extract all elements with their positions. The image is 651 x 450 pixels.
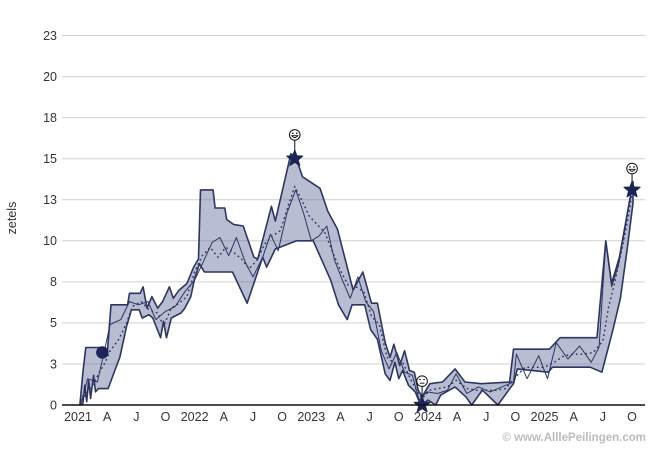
x-tick-label: 2022 (181, 410, 209, 424)
neutral-face-icon (416, 375, 428, 387)
x-tick-label: 2021 (64, 410, 92, 424)
y-tick-label: 15 (43, 152, 57, 166)
low-nov-2023-star (413, 396, 431, 413)
peak-nov-2022-star (286, 149, 304, 167)
face-outline (626, 162, 638, 175)
face-outline (288, 129, 301, 141)
y-tick-label: 13 (43, 193, 57, 207)
x-tick-label: 2023 (297, 410, 325, 424)
x-tick-label: A (570, 410, 579, 424)
face-eye (629, 166, 631, 168)
election-2021-result-dot (96, 346, 109, 359)
grin-face-icon (626, 162, 638, 175)
y-axis-title: zetels (5, 202, 19, 235)
x-tick-label: A (103, 410, 112, 424)
face-eye (633, 166, 635, 168)
data-series (79, 153, 634, 406)
x-tick-label: J (133, 410, 139, 424)
confidence-band (79, 153, 634, 406)
face-grin-mouth (628, 168, 636, 172)
average-dotted-line (81, 184, 633, 401)
x-tick-label: A (220, 410, 229, 424)
x-tick-label: J (483, 410, 489, 424)
face-grin-mouth (290, 135, 299, 139)
x-tick-label: O (277, 410, 287, 424)
x-tick-label: J (600, 410, 606, 424)
y-tick-label: 5 (50, 316, 57, 330)
y-tick-label: 0 (50, 398, 57, 412)
y-tick-label: 20 (43, 70, 57, 84)
pollster-line (80, 184, 633, 404)
x-tick-label: O (627, 410, 637, 424)
x-tick-label: J (250, 410, 256, 424)
x-tick-label: 2025 (531, 410, 559, 424)
x-tick-label: O (394, 410, 404, 424)
y-tick-label: 3 (50, 357, 57, 371)
face-eye (295, 132, 298, 135)
end-oct-2025-star (623, 180, 641, 198)
x-tick-label: O (161, 410, 171, 424)
x-tick-label: A (453, 410, 462, 424)
watermark: © www.AlllePeilingen.com (502, 432, 646, 444)
x-tick-label: J (366, 410, 372, 424)
x-tick-label: A (336, 410, 345, 424)
gridlines (62, 35, 645, 365)
face-outline (416, 375, 428, 387)
y-tick-label: 10 (43, 234, 57, 248)
y-tick-label: 8 (50, 275, 57, 289)
x-tick-label: O (511, 410, 521, 424)
y-tick-label: 23 (43, 29, 57, 43)
grin-face-icon (288, 129, 301, 141)
face-eye (291, 132, 294, 135)
y-tick-label: 18 (43, 111, 57, 125)
x-tick-label: 2024 (414, 410, 442, 424)
event-markers (96, 129, 641, 413)
